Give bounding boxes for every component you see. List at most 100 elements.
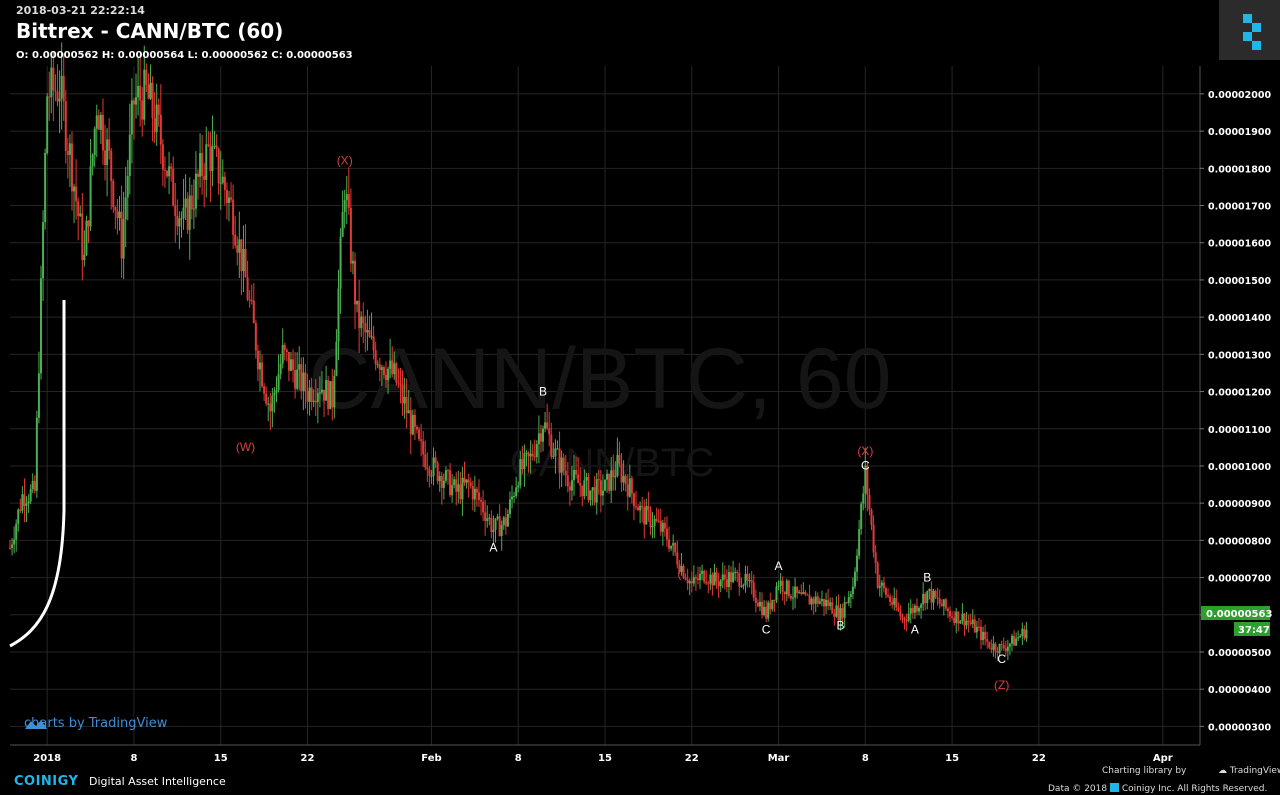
candle-body <box>480 499 483 502</box>
candle-body <box>754 597 757 603</box>
tradingview-credit-link[interactable]: charts by TradingView <box>24 716 168 731</box>
candle-body <box>864 465 867 494</box>
candle-body <box>451 485 454 496</box>
candle-body <box>573 469 576 481</box>
candle-body <box>593 487 596 503</box>
candle-body <box>314 400 317 403</box>
candle-body <box>961 613 964 622</box>
candle-body <box>17 509 20 524</box>
candle-body <box>320 389 323 393</box>
candle-body <box>397 382 400 384</box>
candle-body <box>998 643 1001 654</box>
candle-body <box>740 586 743 588</box>
candle-body <box>124 197 127 220</box>
y-tick-label: 0.00002000 <box>1208 90 1271 101</box>
candle-body <box>777 585 780 587</box>
candle-body <box>434 457 437 463</box>
candle-body <box>816 596 819 604</box>
candle-body <box>690 581 693 584</box>
candle-body <box>920 604 923 608</box>
candle-body <box>761 601 764 616</box>
candle-body <box>147 84 150 99</box>
candle-body <box>835 605 838 617</box>
candle-body <box>153 118 156 133</box>
candle-body <box>527 452 530 457</box>
candle-body <box>366 330 369 333</box>
candle-body <box>25 503 28 506</box>
tradingview-cloud-icon <box>25 720 47 729</box>
candle-body <box>818 601 821 604</box>
y-axis[interactable]: 0.00002000 0.00001900 0.00001800 0.00001700… <box>1200 90 1271 733</box>
candle-body <box>132 100 135 105</box>
candle-body <box>694 577 697 579</box>
candle-body <box>449 470 452 496</box>
candle-body <box>283 344 286 350</box>
candle-body <box>269 403 272 412</box>
candle-body <box>508 499 511 514</box>
candle-body <box>469 482 472 486</box>
candle-body <box>721 574 724 581</box>
candle-body <box>746 573 749 581</box>
candle-body <box>118 211 121 219</box>
candle-body <box>122 219 125 259</box>
candle-body <box>399 383 402 385</box>
candle-body <box>318 392 321 394</box>
tradingview-link[interactable]: ☁ TradingView <box>1218 766 1280 776</box>
candle-body <box>244 249 247 278</box>
candle-body <box>453 479 456 486</box>
candle-body <box>327 380 330 410</box>
y-tick-label: 0.00000800 <box>1208 536 1271 547</box>
candle-body <box>329 381 332 410</box>
candle-body <box>302 372 305 391</box>
candle-body <box>940 603 943 607</box>
candle-body <box>19 509 22 511</box>
candle-body <box>316 393 319 403</box>
candle-body <box>477 492 480 500</box>
candle-body <box>525 452 528 454</box>
candle-body <box>581 485 584 497</box>
candle-body <box>1025 629 1028 639</box>
x-axis[interactable]: 2018 8 15 22 Feb 8 15 22 Mar 8 15 22 Apr <box>33 753 1173 764</box>
candle-body <box>135 97 138 105</box>
candle-body <box>325 380 328 401</box>
candle-body <box>83 254 86 261</box>
candle-body <box>734 572 737 574</box>
candle-body <box>58 98 61 102</box>
candle-body <box>333 375 336 408</box>
candle-body <box>68 143 71 155</box>
candle-body <box>521 459 524 470</box>
candle-body <box>570 480 573 491</box>
candle-body <box>418 429 421 440</box>
candle-body <box>48 96 51 98</box>
drawn-curve[interactable] <box>9 300 66 648</box>
candle-body <box>331 381 334 408</box>
candle-body <box>717 581 720 587</box>
candle-body <box>860 503 863 530</box>
candle-body <box>781 580 784 592</box>
coinigy-logo-icon[interactable] <box>1219 0 1280 60</box>
candle-body <box>190 195 193 210</box>
candle-body <box>678 564 681 572</box>
candle-body <box>151 82 154 119</box>
candle-body <box>436 462 439 482</box>
candle-body <box>1004 648 1007 651</box>
x-tick-label: 22 <box>685 753 699 764</box>
candle-body <box>294 369 297 389</box>
copyright-text: Data © 2018 Coinigy Inc. All Rights Rese… <box>1048 783 1267 794</box>
candle-body <box>351 260 354 264</box>
candle-body <box>893 598 896 605</box>
candle-body <box>696 578 699 581</box>
candle-body <box>736 572 739 574</box>
candle-body <box>564 470 567 476</box>
candle-body <box>579 483 582 486</box>
candle-body <box>558 448 561 473</box>
candle-body <box>899 610 902 617</box>
candle-body <box>649 510 652 528</box>
candle-body <box>887 595 890 597</box>
candle-body <box>66 151 69 155</box>
candle-body <box>461 477 464 500</box>
candle-body <box>982 631 985 641</box>
candle-body <box>663 522 666 529</box>
candle-body <box>27 501 30 504</box>
